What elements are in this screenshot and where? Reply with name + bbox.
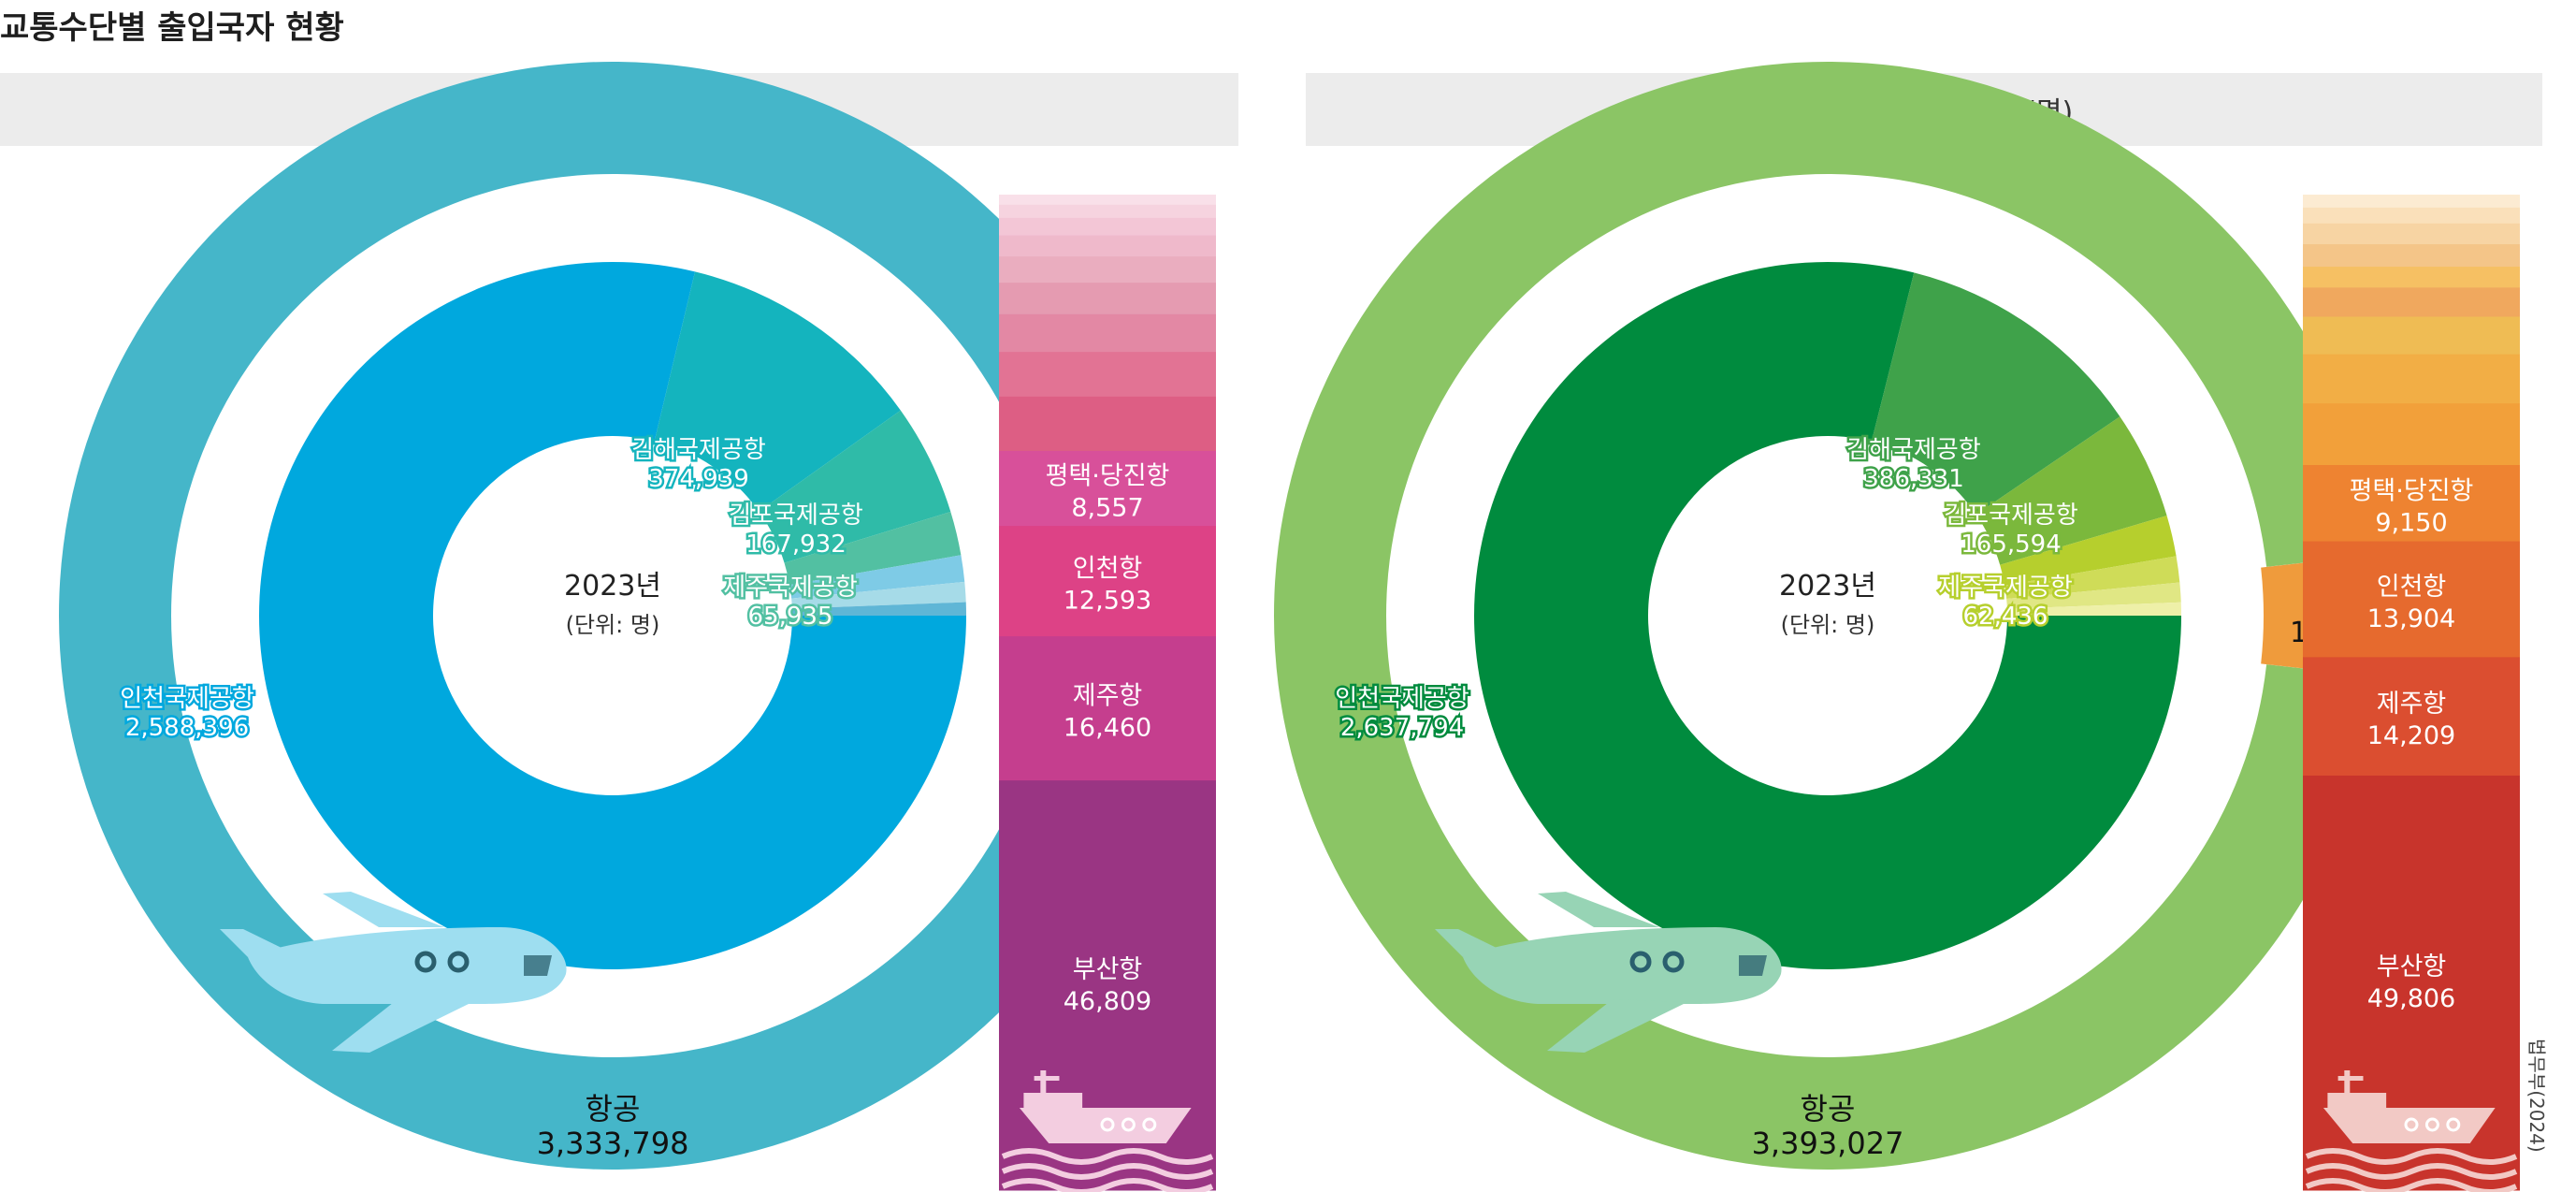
inner-slice-김포국제공항-2	[1975, 416, 2167, 565]
seaport-segment-minor-6	[2303, 316, 2520, 355]
airplane-icon	[1435, 892, 1782, 1053]
outer-value-air: 3,333,798	[537, 1126, 689, 1161]
seaport-segment-minor-11	[999, 204, 1216, 218]
center-year-label: 2023년	[1779, 570, 1876, 603]
seaport-value-평택당진항-3: 8,557	[1071, 494, 1143, 523]
inner-slice-김해국제공항-1	[654, 271, 901, 512]
inner-value-김해국제공항-1: 374,939	[648, 465, 749, 493]
inner-label-김해국제공항-1: 김해국제공항	[631, 436, 766, 464]
ship-icon	[2305, 1070, 2518, 1192]
inner-slice-김해국제공항-1	[1871, 272, 2120, 515]
seaport-segment-minor-4	[2303, 402, 2520, 466]
inner-label-김포국제공항-2: 김포국제공항	[1944, 502, 2078, 530]
seaport-segment-minor-12	[999, 195, 1216, 205]
inner-slice-김포국제공항-2	[759, 410, 951, 563]
outer-value-air: 3,393,027	[1752, 1126, 1904, 1161]
inner-slice-minor-6	[2006, 602, 2181, 616]
inner-label-제주국제공항-3: 제주국제공항	[723, 574, 858, 602]
inner-slice-minor-5	[2006, 582, 2181, 609]
seaport-segment-minor-12	[2303, 195, 2520, 208]
inner-slice-인천국제공항-0	[1473, 262, 2181, 969]
seaport-segment-minor-4	[999, 396, 1216, 451]
inner-slice-minor-4	[789, 555, 965, 599]
inner-label-김해국제공항-1: 김해국제공항	[1846, 436, 1981, 464]
seaport-value-인천항-2: 13,904	[2367, 604, 2455, 633]
seaport-segment-minor-6	[999, 313, 1216, 353]
inner-value-김해국제공항-1: 386,331	[1863, 465, 1964, 493]
inner-slice-인천국제공항-0	[258, 261, 966, 970]
seaport-segment-평택당진항-3	[2303, 464, 2520, 542]
inner-slice-minor-6	[791, 602, 966, 616]
seaport-label-인천항-2: 인천항	[1073, 555, 1143, 584]
inner-slice-minor-4	[2004, 556, 2180, 599]
seaport-bar-left: 부산항 46,809 제주항 16,460 인천항 12,593 평택·당진항 8,557	[999, 195, 1216, 1191]
inner-slice-제주국제공항-3	[2000, 516, 2177, 586]
center-unit-label: (단위: 명)	[566, 612, 660, 638]
inner-label-김포국제공항-2: 김포국제공항	[729, 502, 863, 530]
seaport-value-제주항-1: 16,460	[1064, 714, 1151, 743]
seaport-segment-minor-8	[999, 255, 1216, 283]
seaport-label-제주항-1: 제주항	[2377, 690, 2447, 719]
seaport-segment-minor-11	[2303, 207, 2520, 224]
seaport-segment-minor-8	[2303, 266, 2520, 288]
seaport-segment-제주항-1	[999, 635, 1216, 781]
seaport-label-인천항-2: 인천항	[2377, 573, 2447, 602]
inner-label-제주국제공항-3: 제주국제공항	[1938, 574, 2073, 602]
seaport-segment-minor-9	[999, 235, 1216, 257]
seaport-segment-평택당진항-3	[999, 450, 1216, 527]
seaport-value-인천항-2: 12,593	[1064, 587, 1151, 616]
inner-value-인천국제공항-0: 2,637,794	[1340, 714, 1464, 742]
inner-label-인천국제공항-0: 인천국제공항	[1335, 685, 1469, 713]
seaport-segment-minor-5	[999, 351, 1216, 397]
seaport-segment-minor-10	[999, 217, 1216, 236]
seaport-segment-minor-10	[2303, 223, 2520, 245]
seaport-label-평택당진항-3: 평택·당진항	[1046, 462, 1170, 491]
inner-value-김포국제공항-2: 165,594	[1961, 531, 2062, 559]
inner-slice-제주국제공항-3	[784, 511, 962, 586]
inner-label-인천국제공항-0: 인천국제공항	[120, 685, 254, 713]
inner-value-제주국제공항-3: 62,436	[1963, 603, 2048, 631]
donut-hole	[1650, 438, 2005, 793]
page-title: 교통수단별 출입국자 현황	[0, 9, 344, 47]
seaport-segment-제주항-1	[2303, 656, 2520, 776]
seaport-label-부산항-0: 부산항	[1073, 955, 1143, 984]
center-year-label: 2023년	[564, 570, 661, 603]
seaport-segment-인천항-2	[2303, 541, 2520, 658]
seaport-value-제주항-1: 14,209	[2367, 721, 2455, 750]
inner-value-김포국제공항-2: 167,932	[745, 531, 847, 559]
center-unit-label: (단위: 명)	[1781, 612, 1875, 638]
seaport-segment-minor-5	[2303, 354, 2520, 404]
inner-value-제주국제공항-3: 65,935	[748, 603, 833, 631]
seaport-value-부산항-0: 49,806	[2367, 984, 2455, 1013]
seaport-segment-minor-7	[999, 282, 1216, 314]
outer-label-air: 항공	[586, 1091, 641, 1127]
seaport-segment-minor-9	[2303, 243, 2520, 268]
donut-hole	[435, 438, 790, 793]
seaport-label-평택당진항-3: 평택·당진항	[2350, 476, 2474, 505]
outer-label-air: 항공	[1801, 1091, 1856, 1127]
seaport-label-부산항-0: 부산항	[2377, 952, 2447, 981]
seaport-value-부산항-0: 46,809	[1064, 987, 1151, 1016]
inner-value-인천국제공항-0: 2,588,396	[125, 714, 249, 742]
inner-slice-minor-5	[791, 581, 966, 609]
seaport-label-제주항-1: 제주항	[1073, 682, 1143, 711]
airplane-icon	[220, 892, 567, 1053]
seaport-value-평택당진항-3: 9,150	[2375, 508, 2447, 537]
seaport-segment-minor-7	[2303, 286, 2520, 317]
ship-icon	[1001, 1070, 1214, 1192]
seaport-segment-인천항-2	[999, 525, 1216, 637]
